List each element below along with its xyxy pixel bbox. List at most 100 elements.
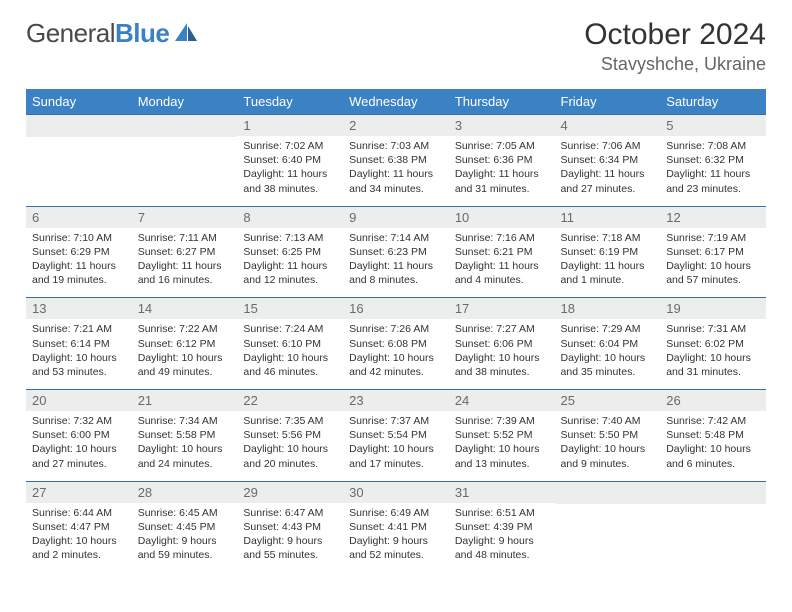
logo-text: GeneralBlue	[26, 18, 169, 49]
calendar-header-row: SundayMondayTuesdayWednesdayThursdayFrid…	[26, 89, 766, 115]
day-details: Sunrise: 7:27 AMSunset: 6:06 PMDaylight:…	[449, 319, 555, 389]
sunrise-line: Sunrise: 7:13 AM	[243, 231, 337, 245]
day-number: 15	[237, 298, 343, 319]
day-number: 24	[449, 390, 555, 411]
day-number: 27	[26, 482, 132, 503]
day-cell: 25Sunrise: 7:40 AMSunset: 5:50 PMDayligh…	[555, 390, 661, 482]
day-details: Sunrise: 7:29 AMSunset: 6:04 PMDaylight:…	[555, 319, 661, 389]
day-number: 21	[132, 390, 238, 411]
day-details: Sunrise: 7:03 AMSunset: 6:38 PMDaylight:…	[343, 136, 449, 206]
empty-day-number	[132, 115, 238, 137]
daylight-line: Daylight: 9 hours and 48 minutes.	[455, 534, 549, 562]
day-number: 3	[449, 115, 555, 136]
day-number: 5	[660, 115, 766, 136]
day-cell: 9Sunrise: 7:14 AMSunset: 6:23 PMDaylight…	[343, 206, 449, 298]
sunrise-line: Sunrise: 7:31 AM	[666, 322, 760, 336]
day-cell: 6Sunrise: 7:10 AMSunset: 6:29 PMDaylight…	[26, 206, 132, 298]
day-details: Sunrise: 7:06 AMSunset: 6:34 PMDaylight:…	[555, 136, 661, 206]
day-cell: 13Sunrise: 7:21 AMSunset: 6:14 PMDayligh…	[26, 298, 132, 390]
sunset-line: Sunset: 6:27 PM	[138, 245, 232, 259]
day-cell	[132, 115, 238, 207]
day-cell: 23Sunrise: 7:37 AMSunset: 5:54 PMDayligh…	[343, 390, 449, 482]
sunrise-line: Sunrise: 7:10 AM	[32, 231, 126, 245]
daylight-line: Daylight: 10 hours and 2 minutes.	[32, 534, 126, 562]
sunrise-line: Sunrise: 7:03 AM	[349, 139, 443, 153]
day-cell: 14Sunrise: 7:22 AMSunset: 6:12 PMDayligh…	[132, 298, 238, 390]
sunset-line: Sunset: 6:19 PM	[561, 245, 655, 259]
day-details: Sunrise: 7:05 AMSunset: 6:36 PMDaylight:…	[449, 136, 555, 206]
day-number: 8	[237, 207, 343, 228]
weekday-header: Saturday	[660, 89, 766, 115]
day-details: Sunrise: 6:45 AMSunset: 4:45 PMDaylight:…	[132, 503, 238, 573]
calendar-row: 1Sunrise: 7:02 AMSunset: 6:40 PMDaylight…	[26, 115, 766, 207]
weekday-header: Wednesday	[343, 89, 449, 115]
day-number: 2	[343, 115, 449, 136]
sail-icon	[173, 21, 199, 43]
daylight-line: Daylight: 10 hours and 31 minutes.	[666, 351, 760, 379]
day-number: 17	[449, 298, 555, 319]
day-details: Sunrise: 7:24 AMSunset: 6:10 PMDaylight:…	[237, 319, 343, 389]
day-details: Sunrise: 7:35 AMSunset: 5:56 PMDaylight:…	[237, 411, 343, 481]
sunset-line: Sunset: 4:39 PM	[455, 520, 549, 534]
daylight-line: Daylight: 11 hours and 16 minutes.	[138, 259, 232, 287]
day-cell: 11Sunrise: 7:18 AMSunset: 6:19 PMDayligh…	[555, 206, 661, 298]
weekday-header: Thursday	[449, 89, 555, 115]
day-number: 13	[26, 298, 132, 319]
day-details: Sunrise: 7:16 AMSunset: 6:21 PMDaylight:…	[449, 228, 555, 298]
sunrise-line: Sunrise: 7:40 AM	[561, 414, 655, 428]
sunrise-line: Sunrise: 7:26 AM	[349, 322, 443, 336]
day-cell: 24Sunrise: 7:39 AMSunset: 5:52 PMDayligh…	[449, 390, 555, 482]
daylight-line: Daylight: 11 hours and 19 minutes.	[32, 259, 126, 287]
daylight-line: Daylight: 11 hours and 38 minutes.	[243, 167, 337, 195]
sunrise-line: Sunrise: 7:11 AM	[138, 231, 232, 245]
sunset-line: Sunset: 6:06 PM	[455, 337, 549, 351]
day-number: 30	[343, 482, 449, 503]
day-number: 29	[237, 482, 343, 503]
daylight-line: Daylight: 10 hours and 38 minutes.	[455, 351, 549, 379]
sunset-line: Sunset: 6:25 PM	[243, 245, 337, 259]
daylight-line: Daylight: 10 hours and 42 minutes.	[349, 351, 443, 379]
sunrise-line: Sunrise: 7:42 AM	[666, 414, 760, 428]
day-cell: 17Sunrise: 7:27 AMSunset: 6:06 PMDayligh…	[449, 298, 555, 390]
day-details: Sunrise: 7:08 AMSunset: 6:32 PMDaylight:…	[660, 136, 766, 206]
sunrise-line: Sunrise: 7:05 AM	[455, 139, 549, 153]
weekday-header: Tuesday	[237, 89, 343, 115]
day-cell: 22Sunrise: 7:35 AMSunset: 5:56 PMDayligh…	[237, 390, 343, 482]
day-details: Sunrise: 7:18 AMSunset: 6:19 PMDaylight:…	[555, 228, 661, 298]
day-cell: 27Sunrise: 6:44 AMSunset: 4:47 PMDayligh…	[26, 481, 132, 572]
sunset-line: Sunset: 6:38 PM	[349, 153, 443, 167]
day-details: Sunrise: 7:40 AMSunset: 5:50 PMDaylight:…	[555, 411, 661, 481]
empty-day-body	[555, 504, 661, 570]
sunset-line: Sunset: 5:54 PM	[349, 428, 443, 442]
weekday-header: Monday	[132, 89, 238, 115]
empty-day-body	[132, 137, 238, 203]
day-cell: 5Sunrise: 7:08 AMSunset: 6:32 PMDaylight…	[660, 115, 766, 207]
day-cell: 31Sunrise: 6:51 AMSunset: 4:39 PMDayligh…	[449, 481, 555, 572]
day-details: Sunrise: 6:44 AMSunset: 4:47 PMDaylight:…	[26, 503, 132, 573]
sunrise-line: Sunrise: 7:27 AM	[455, 322, 549, 336]
empty-day-number	[26, 115, 132, 137]
sunset-line: Sunset: 6:23 PM	[349, 245, 443, 259]
daylight-line: Daylight: 11 hours and 34 minutes.	[349, 167, 443, 195]
daylight-line: Daylight: 11 hours and 12 minutes.	[243, 259, 337, 287]
day-number: 4	[555, 115, 661, 136]
title-block: October 2024 Stavyshche, Ukraine	[584, 18, 766, 75]
empty-day-body	[26, 137, 132, 203]
sunset-line: Sunset: 6:10 PM	[243, 337, 337, 351]
sunrise-line: Sunrise: 7:24 AM	[243, 322, 337, 336]
sunset-line: Sunset: 5:58 PM	[138, 428, 232, 442]
sunset-line: Sunset: 5:50 PM	[561, 428, 655, 442]
day-details: Sunrise: 6:49 AMSunset: 4:41 PMDaylight:…	[343, 503, 449, 573]
logo-text-part1: General	[26, 18, 115, 48]
day-details: Sunrise: 7:21 AMSunset: 6:14 PMDaylight:…	[26, 319, 132, 389]
daylight-line: Daylight: 10 hours and 35 minutes.	[561, 351, 655, 379]
sunset-line: Sunset: 5:48 PM	[666, 428, 760, 442]
daylight-line: Daylight: 10 hours and 17 minutes.	[349, 442, 443, 470]
daylight-line: Daylight: 11 hours and 8 minutes.	[349, 259, 443, 287]
day-details: Sunrise: 7:34 AMSunset: 5:58 PMDaylight:…	[132, 411, 238, 481]
empty-day-body	[660, 504, 766, 570]
daylight-line: Daylight: 9 hours and 55 minutes.	[243, 534, 337, 562]
sunrise-line: Sunrise: 6:51 AM	[455, 506, 549, 520]
sunrise-line: Sunrise: 7:29 AM	[561, 322, 655, 336]
day-number: 23	[343, 390, 449, 411]
